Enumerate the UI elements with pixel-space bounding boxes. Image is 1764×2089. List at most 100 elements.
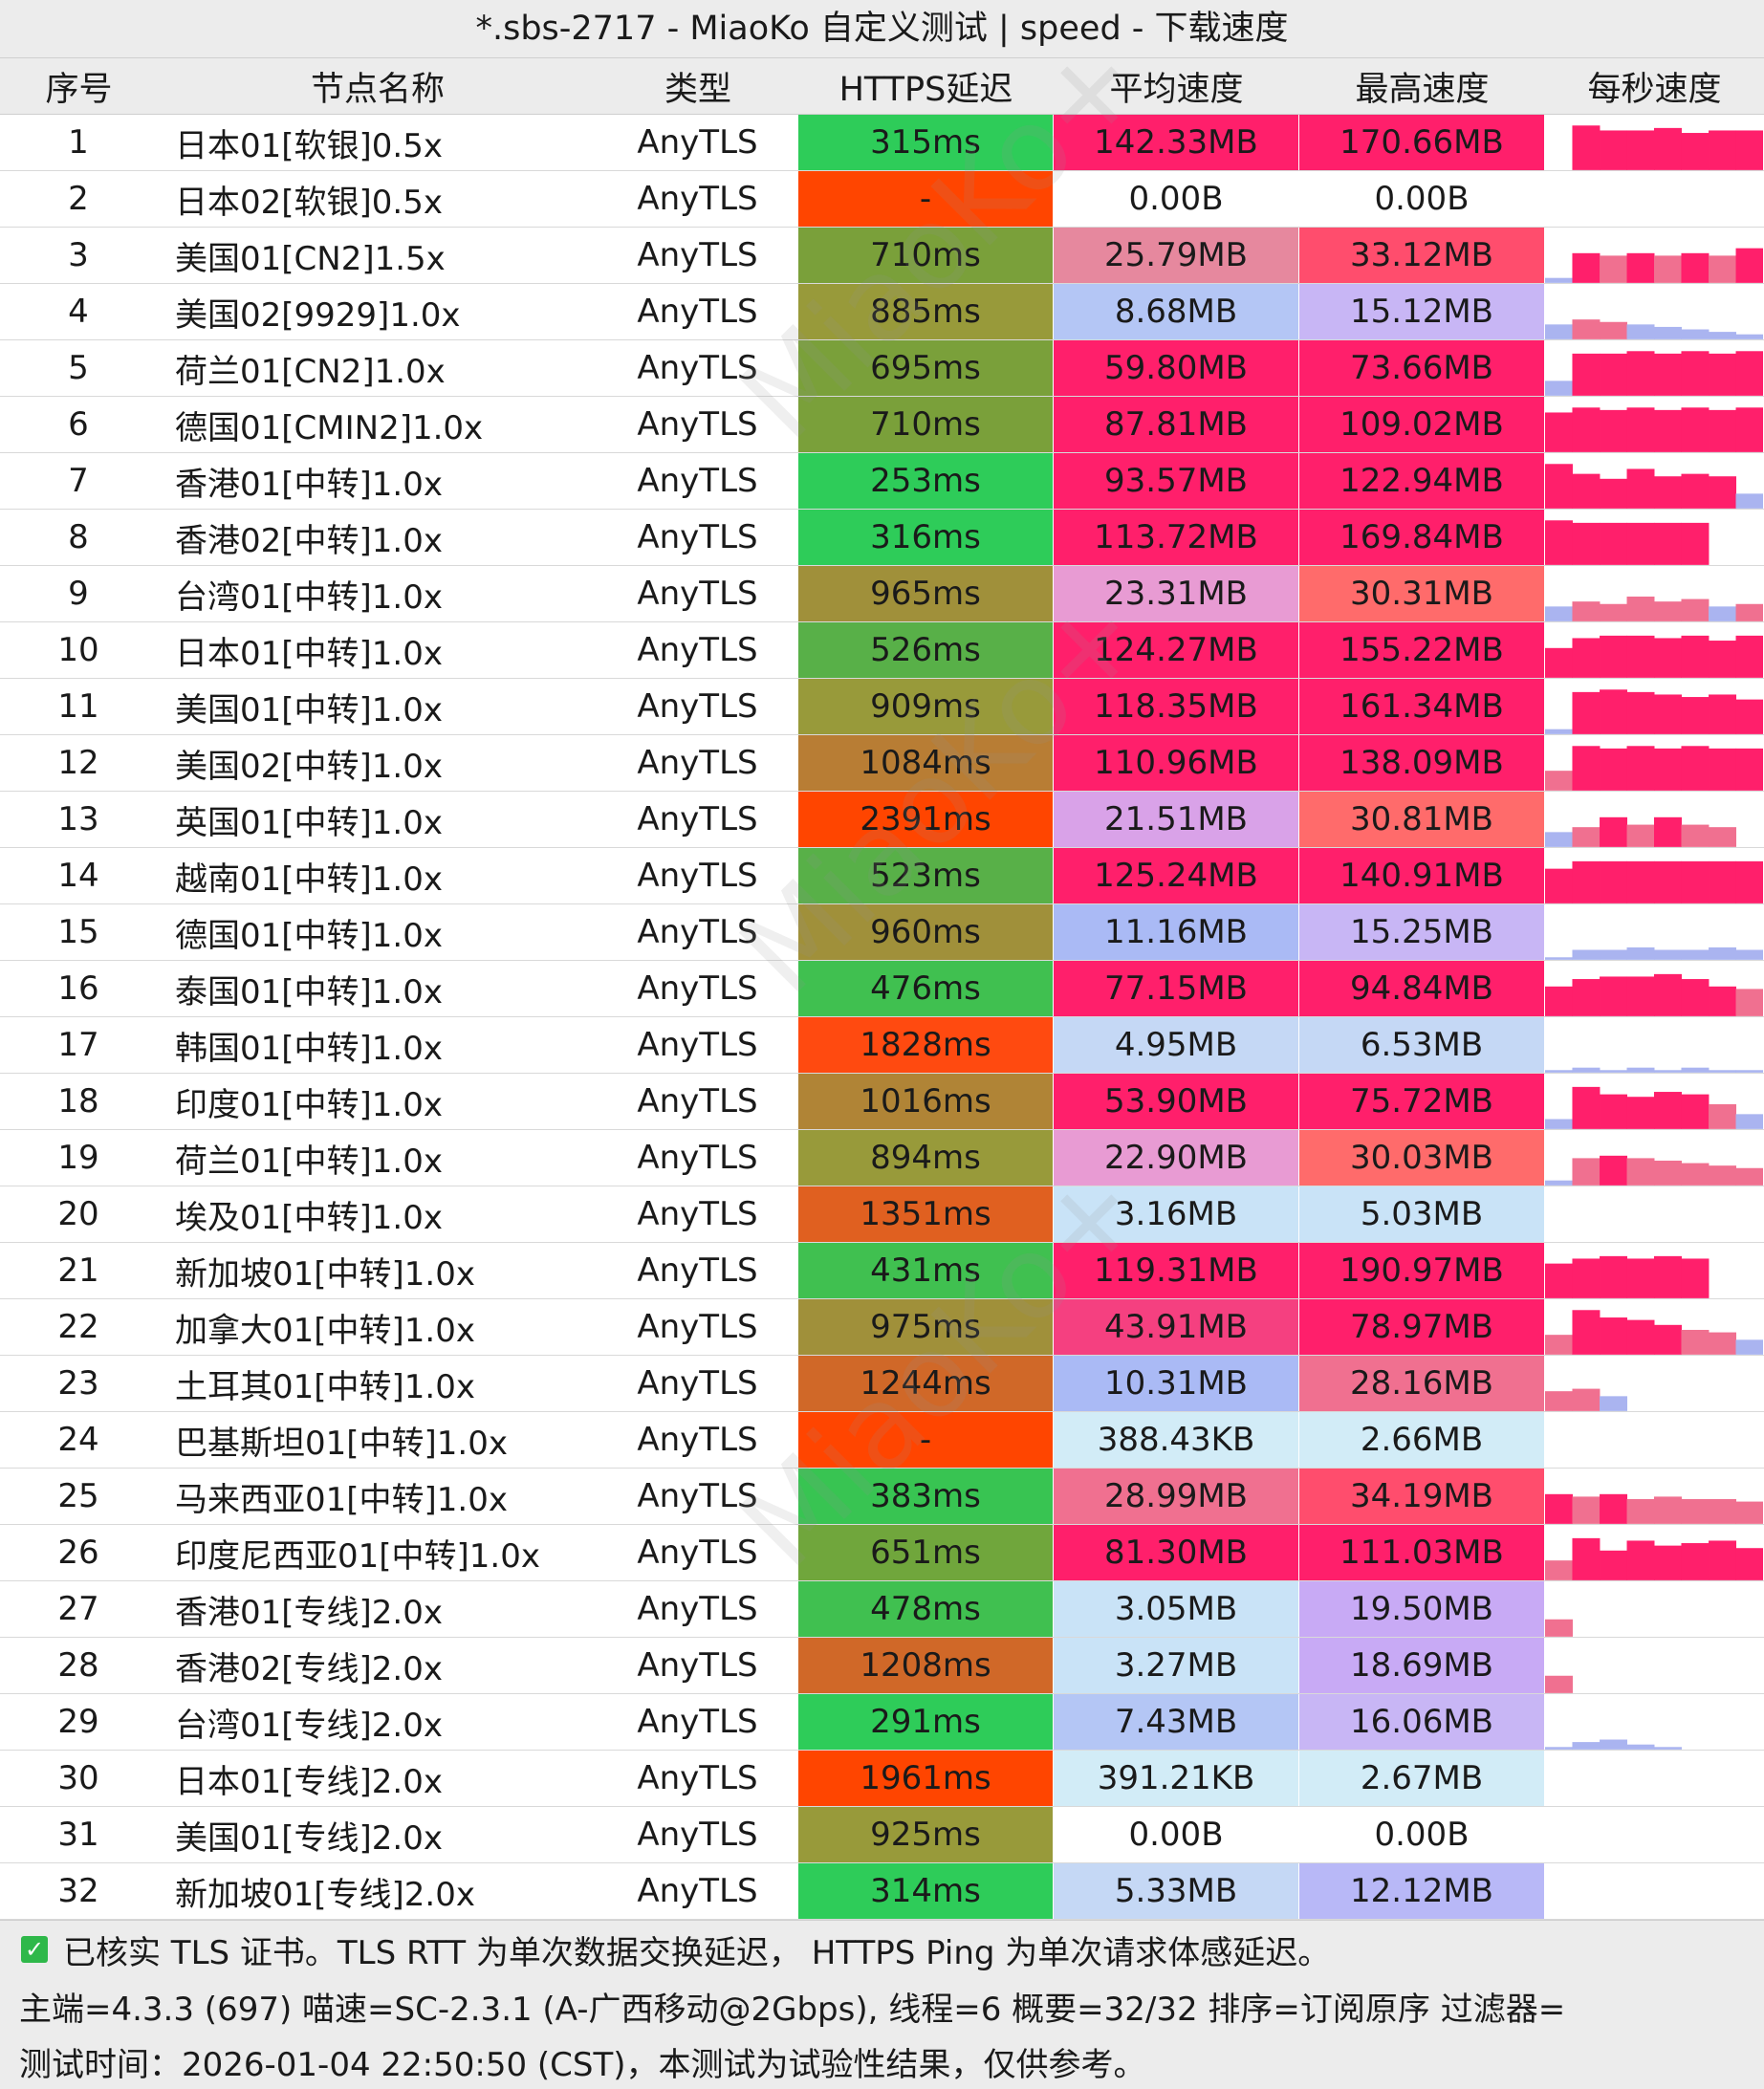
row-speed-sparkline	[1545, 1186, 1764, 1242]
row-node-name: 越南01[中转]1.0x	[158, 848, 598, 903]
sparkline-bar	[1681, 473, 1710, 509]
sparkline-bar	[1654, 127, 1682, 170]
row-max-speed: 94.84MB	[1299, 961, 1545, 1016]
row-avg-speed: 22.90MB	[1054, 1130, 1299, 1186]
sparkline-bar	[1572, 1086, 1601, 1129]
footer: ✓ 已核实 TLS 证书。TLS RTT 为单次数据交换延迟， HTTPS Pi…	[0, 1920, 1764, 2089]
sparkline-bar	[1709, 353, 1737, 396]
sparkline-bar	[1600, 1396, 1628, 1411]
row-latency: 523ms	[798, 848, 1054, 903]
sparkline-bar	[1654, 326, 1682, 339]
row-speed-sparkline	[1545, 1017, 1764, 1073]
row-speed-sparkline	[1545, 679, 1764, 734]
row-avg-speed: 3.16MB	[1054, 1186, 1299, 1242]
row-type: AnyTLS	[598, 1243, 798, 1298]
row-max-speed: 19.50MB	[1299, 1581, 1545, 1637]
sparkline-bar	[1654, 1747, 1682, 1750]
sparkline-bar	[1626, 1744, 1655, 1750]
table-row: 12 美国02[中转]1.0x AnyTLS 1084ms 110.96MB 138.09…	[0, 735, 1764, 792]
row-speed-sparkline	[1545, 340, 1764, 396]
row-index: 15	[0, 904, 158, 960]
row-speed-sparkline	[1545, 566, 1764, 621]
row-max-speed: 138.09MB	[1299, 735, 1545, 791]
row-max-speed: 30.31MB	[1299, 566, 1545, 621]
row-type: AnyTLS	[598, 904, 798, 960]
sparkline-bar	[1735, 1548, 1763, 1580]
row-type: AnyTLS	[598, 1299, 798, 1355]
table-row: 19 荷兰01[中转]1.0x AnyTLS 894ms 22.90MB 30.03MB	[0, 1130, 1764, 1186]
sparkline-bar	[1626, 1258, 1655, 1298]
row-latency: 1961ms	[798, 1751, 1054, 1806]
sparkline-bar	[1600, 1739, 1628, 1750]
sparkline-bar	[1654, 522, 1682, 565]
table-row: 6 德国01[CMIN2]1.0x AnyTLS 710ms 87.81MB 109.02…	[0, 397, 1764, 453]
row-avg-speed: 0.00B	[1054, 1807, 1299, 1862]
table-row: 11 美国01[中转]1.0x AnyTLS 909ms 118.35MB 161.34M…	[0, 679, 1764, 735]
row-speed-sparkline	[1545, 171, 1764, 227]
row-node-name: 香港02[中转]1.0x	[158, 510, 598, 565]
sparkline-bar	[1600, 1255, 1628, 1298]
row-latency: 526ms	[798, 622, 1054, 678]
row-node-name: 日本01[中转]1.0x	[158, 622, 598, 678]
sparkline-bar	[1626, 860, 1655, 903]
sparkline-bar	[1654, 1092, 1682, 1129]
row-node-name: 荷兰01[中转]1.0x	[158, 1130, 598, 1186]
sparkline-bar	[1600, 353, 1628, 396]
row-latency: 925ms	[798, 1807, 1054, 1862]
sparkline-bar	[1572, 601, 1601, 621]
row-max-speed: 2.66MB	[1299, 1412, 1545, 1468]
sparkline-chart	[1545, 1086, 1763, 1129]
sparkline-bar	[1545, 381, 1573, 396]
sparkline-bar	[1709, 606, 1737, 621]
sparkline-bar	[1654, 353, 1682, 396]
row-index: 4	[0, 284, 158, 339]
row-max-speed: 28.16MB	[1299, 1356, 1545, 1411]
row-max-speed: 16.06MB	[1299, 1694, 1545, 1750]
sparkline-bar	[1545, 324, 1573, 339]
sparkline-bar	[1654, 638, 1682, 678]
row-type: AnyTLS	[598, 171, 798, 227]
sparkline-bar	[1600, 522, 1628, 565]
sparkline-bar	[1626, 1498, 1655, 1524]
row-latency: 960ms	[798, 904, 1054, 960]
row-type: AnyTLS	[598, 228, 798, 283]
row-avg-speed: 142.33MB	[1054, 115, 1299, 170]
sparkline-bar	[1681, 252, 1710, 283]
sparkline-bar	[1681, 824, 1710, 847]
sparkline-bar	[1600, 1094, 1628, 1129]
header-node-name: 节点名称	[310, 70, 445, 109]
row-index: 24	[0, 1412, 158, 1468]
sparkline-chart	[1545, 816, 1737, 847]
sparkline-bar	[1600, 409, 1628, 452]
row-node-name: 土耳其01[中转]1.0x	[158, 1356, 598, 1411]
sparkline-bar	[1545, 832, 1573, 847]
sparkline-bar	[1545, 1747, 1573, 1750]
sparkline-bar	[1681, 407, 1710, 452]
row-speed-sparkline	[1545, 1469, 1764, 1524]
table-row: 9 台湾01[中转]1.0x AnyTLS 965ms 23.31MB 30.31MB	[0, 566, 1764, 622]
row-index: 16	[0, 961, 158, 1016]
table-row: 7 香港01[中转]1.0x AnyTLS 253ms 93.57MB 122.94MB	[0, 453, 1764, 510]
sparkline-bar	[1709, 1165, 1737, 1186]
sparkline-bar	[1709, 827, 1737, 847]
row-max-speed: 140.91MB	[1299, 848, 1545, 903]
row-speed-sparkline	[1545, 1243, 1764, 1298]
sparkline-chart	[1545, 973, 1763, 1016]
row-max-speed: 170.66MB	[1299, 115, 1545, 170]
row-type: AnyTLS	[598, 1469, 798, 1524]
sparkline-chart	[1545, 1751, 1763, 1806]
table-row: 17 韩国01[中转]1.0x AnyTLS 1828ms 4.95MB 6.53MB	[0, 1017, 1764, 1074]
row-speed-sparkline	[1545, 397, 1764, 452]
row-type: AnyTLS	[598, 453, 798, 509]
table-row: 18 印度01[中转]1.0x AnyTLS 1016ms 53.90MB 75.72MB	[0, 1074, 1764, 1130]
table-row: 21 新加坡01[中转]1.0x AnyTLS 431ms 119.31MB 190.97…	[0, 1243, 1764, 1299]
sparkline-chart	[1545, 1537, 1763, 1580]
row-node-name: 日本02[软银]0.5x	[158, 171, 598, 227]
row-type: AnyTLS	[598, 792, 798, 847]
sparkline-bar	[1600, 130, 1628, 170]
row-max-speed: 15.25MB	[1299, 904, 1545, 960]
sparkline-bar	[1709, 947, 1737, 960]
sparkline-chart	[1545, 1186, 1763, 1242]
sparkline-bar	[1600, 603, 1628, 621]
sparkline-bar	[1545, 606, 1573, 621]
